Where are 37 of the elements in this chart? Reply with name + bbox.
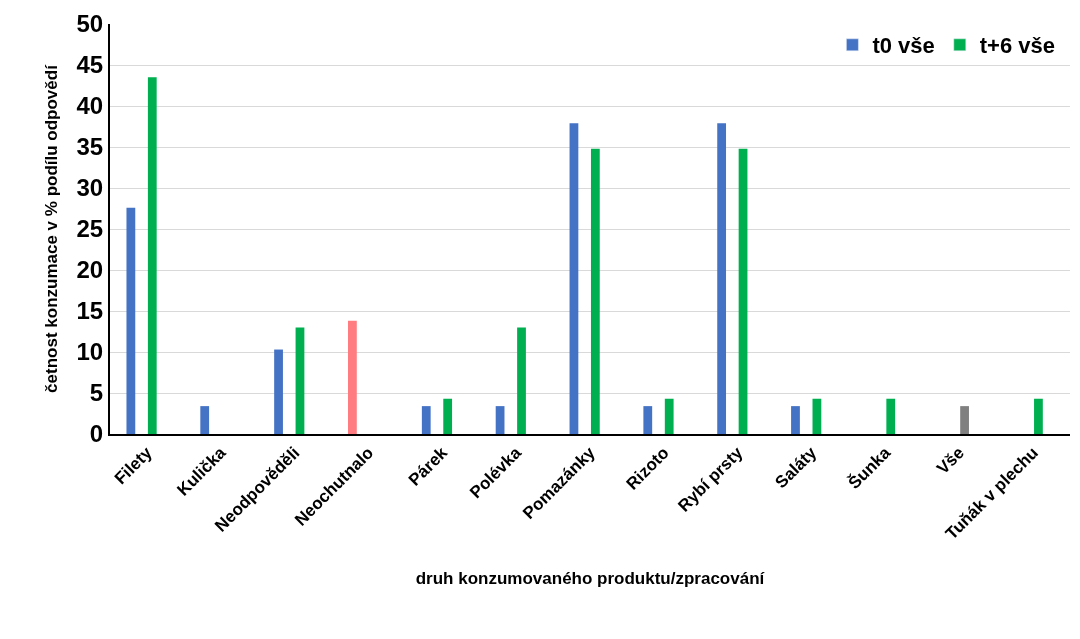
bar	[295, 327, 305, 434]
bar	[738, 148, 748, 434]
bar	[348, 320, 357, 434]
bar	[960, 406, 969, 434]
y-tick-label: 5	[89, 379, 104, 407]
x-axis-title: druh konzumovaného produktu/zpracování	[415, 569, 766, 589]
y-tick-label: 0	[89, 420, 104, 448]
bar	[717, 123, 727, 434]
bar	[421, 406, 431, 434]
y-tick-label: 25	[76, 215, 104, 243]
x-tick-label: Vše	[933, 443, 969, 479]
bar	[791, 406, 800, 434]
bar	[200, 406, 210, 434]
y-tick-label: 45	[76, 51, 104, 79]
bar	[517, 327, 526, 434]
bar	[126, 207, 136, 434]
bar	[1034, 398, 1043, 434]
bar	[274, 349, 283, 434]
bar	[147, 77, 157, 434]
y-tick-label: 40	[76, 92, 104, 120]
bar	[495, 406, 505, 434]
y-tick-label: 50	[76, 10, 104, 38]
bar	[643, 406, 653, 434]
bar	[664, 398, 674, 434]
y-tick-label: 35	[76, 133, 104, 161]
bar	[812, 398, 822, 434]
y-axis-title: četnost konzumace v % podílu odpovědí	[41, 63, 61, 393]
bar	[590, 148, 600, 434]
legend-label: t+6 vše	[979, 33, 1056, 59]
y-tick-label: 10	[76, 338, 104, 366]
y-tick-label: 20	[76, 256, 104, 284]
legend-label: t0 vše	[872, 33, 935, 59]
bar	[569, 123, 579, 434]
y-tick-label: 30	[76, 174, 104, 202]
y-tick-label: 15	[76, 297, 104, 325]
bar	[886, 398, 896, 434]
bar	[443, 398, 453, 434]
